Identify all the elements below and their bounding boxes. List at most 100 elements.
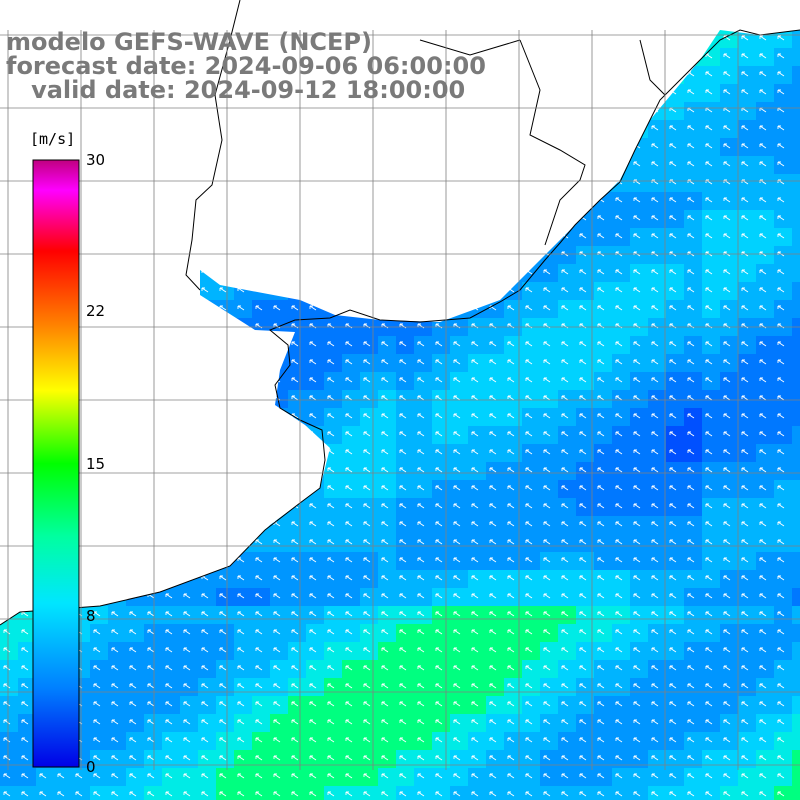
wind-arrow: [327, 737, 335, 743]
wind-arrow: [543, 503, 551, 509]
wind-arrow: [183, 773, 191, 779]
wind-arrow: [435, 359, 443, 365]
wind-arrow: [669, 395, 677, 401]
wind-arrow: [507, 611, 515, 617]
wind-arrow: [255, 701, 263, 707]
wind-arrow: [489, 647, 497, 653]
wind-arrow: [777, 269, 785, 275]
wind-arrow: [111, 665, 119, 671]
wind-cell: [324, 786, 342, 800]
wind-arrow: [543, 611, 551, 617]
wind-arrow: [687, 665, 695, 671]
wind-arrow: [687, 233, 695, 239]
wind-arrow: [669, 269, 677, 275]
wind-arrow: [507, 377, 515, 383]
wind-arrow: [489, 539, 497, 545]
wind-arrow: [687, 539, 695, 545]
wind-arrow: [579, 611, 587, 617]
wind-arrow: [633, 233, 641, 239]
wind-arrow: [723, 359, 731, 365]
wind-arrow: [579, 521, 587, 527]
wind-arrow: [273, 665, 281, 671]
wind-arrow: [777, 701, 785, 707]
wind-arrow: [399, 503, 407, 509]
wind-arrow: [579, 683, 587, 689]
wind-arrow: [417, 359, 425, 365]
wind-arrow: [363, 359, 371, 365]
wind-arrow: [417, 593, 425, 599]
wind-arrow: [705, 503, 713, 509]
wind-arrow: [363, 377, 371, 383]
wind-arrow: [615, 287, 623, 293]
wind-cell: [792, 714, 800, 732]
wind-arrow: [687, 143, 695, 149]
wind-arrow: [633, 161, 641, 167]
wind-cell: [90, 786, 108, 800]
wind-arrow: [741, 287, 749, 293]
wind-arrow: [399, 395, 407, 401]
wind-arrow: [345, 449, 353, 455]
wind-arrow: [741, 647, 749, 653]
wind-arrow: [597, 485, 605, 491]
wind-arrow: [651, 575, 659, 581]
wind-arrow: [399, 737, 407, 743]
wind-cell: [792, 300, 800, 318]
wind-arrow: [363, 521, 371, 527]
wind-arrow: [705, 485, 713, 491]
wind-arrow: [93, 629, 101, 635]
wind-arrow: [237, 593, 245, 599]
wind-arrow: [723, 557, 731, 563]
wind-arrow: [489, 359, 497, 365]
wind-arrow: [165, 629, 173, 635]
wind-arrow: [561, 341, 569, 347]
wind-arrow: [291, 359, 299, 365]
wind-arrow: [741, 359, 749, 365]
wind-arrow: [597, 521, 605, 527]
wind-arrow: [507, 359, 515, 365]
wind-arrow: [597, 539, 605, 545]
wind-arrow: [237, 755, 245, 761]
wind-arrow: [687, 593, 695, 599]
wind-arrow: [741, 665, 749, 671]
wind-cell: [720, 786, 738, 800]
wind-arrow: [669, 755, 677, 761]
wind-arrow: [777, 503, 785, 509]
wind-arrow: [741, 143, 749, 149]
wind-arrow: [777, 485, 785, 491]
wind-arrow: [417, 431, 425, 437]
wind-cell: [792, 228, 800, 246]
wind-arrow: [471, 377, 479, 383]
wind-arrow: [543, 521, 551, 527]
wind-arrow: [471, 467, 479, 473]
wind-arrow: [615, 395, 623, 401]
wind-arrow: [597, 665, 605, 671]
wind-arrow: [705, 611, 713, 617]
wind-arrow: [759, 359, 767, 365]
wind-arrow: [579, 503, 587, 509]
wind-cell: [738, 786, 756, 800]
wind-arrow: [507, 755, 515, 761]
wind-arrow: [21, 755, 29, 761]
wind-arrow: [651, 683, 659, 689]
wind-arrow: [669, 629, 677, 635]
wind-arrow: [327, 431, 335, 437]
wind-arrow: [435, 413, 443, 419]
colorbar: [32, 159, 80, 768]
colorbar-tick: 22: [86, 302, 106, 320]
wind-arrow: [561, 431, 569, 437]
wind-arrow: [399, 611, 407, 617]
wind-arrow: [273, 611, 281, 617]
wind-arrow: [183, 593, 191, 599]
wind-arrow: [471, 629, 479, 635]
wind-arrow: [489, 521, 497, 527]
wind-arrow: [507, 467, 515, 473]
wind-arrow: [759, 611, 767, 617]
wind-arrow: [651, 791, 659, 797]
wind-arrow: [399, 593, 407, 599]
wind-arrow: [453, 575, 461, 581]
wind-arrow: [435, 647, 443, 653]
wind-arrow: [93, 701, 101, 707]
wind-arrow: [723, 341, 731, 347]
wind-arrow: [777, 125, 785, 131]
wind-arrow: [561, 359, 569, 365]
